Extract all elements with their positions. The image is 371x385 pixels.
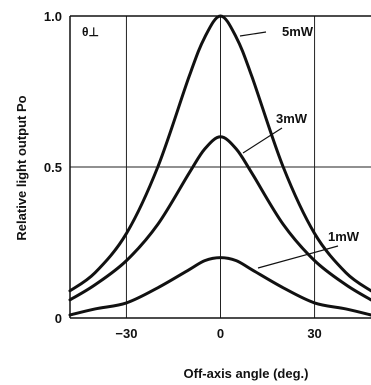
x-tick-label-0: −30 <box>115 326 137 341</box>
series-line-3mW <box>68 135 371 302</box>
leader-line-1mW <box>257 245 339 269</box>
leader-line-5mW <box>239 31 267 37</box>
leader-line-3mW <box>242 127 283 154</box>
ticks: −30 0 30 0 0.5 1.0 <box>44 9 322 341</box>
x-axis-title: Off-axis angle (deg.) <box>184 366 309 381</box>
x-tick-label-1: 0 <box>217 326 224 341</box>
series-label-5mW: 5mW <box>282 24 314 39</box>
y-tick-label-1: 0.5 <box>44 160 62 175</box>
x-tick-label-2: 30 <box>307 326 321 341</box>
series-line-1mW <box>68 256 371 317</box>
series-label-1mW: 1mW <box>328 229 360 244</box>
corner-label: θ⊥ <box>82 25 99 39</box>
annotations: 5mW 3mW 1mW <box>239 24 360 269</box>
curves <box>68 14 371 317</box>
y-tick-label-0: 0 <box>55 311 62 326</box>
y-axis-title: Relative light output Po <box>14 95 29 240</box>
grid <box>70 16 371 318</box>
y-tick-label-2: 1.0 <box>44 9 62 24</box>
series-line-5mW <box>68 14 371 293</box>
series-label-3mW: 3mW <box>276 111 308 126</box>
